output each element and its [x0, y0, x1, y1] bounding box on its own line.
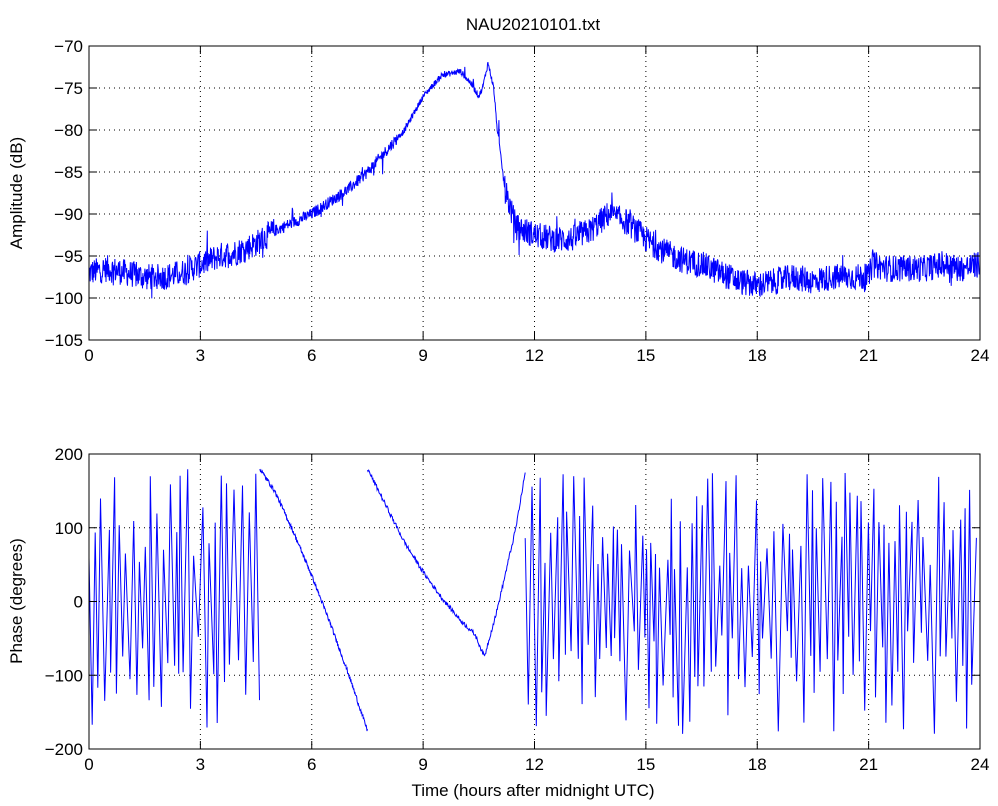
amplitude-plot-frame [88, 45, 981, 341]
amplitude-y-tick-label: −100 [45, 289, 83, 308]
amplitude-x-tick-label: 6 [307, 346, 316, 365]
amplitude-x-tick-label: 18 [748, 346, 767, 365]
amplitude-y-tick-label: −90 [54, 205, 83, 224]
amplitude-y-tick-label: −95 [54, 247, 83, 266]
phase-x-tick-label: 18 [748, 755, 767, 774]
phase-y-tick-label: 200 [55, 445, 83, 464]
phase-x-tick-label: 15 [636, 755, 655, 774]
phase-y-tick-label: −200 [45, 740, 83, 759]
amplitude-y-tick-label: −105 [45, 331, 83, 350]
phase-x-axis-label: Time (hours after midnight UTC) [411, 781, 654, 800]
phase-ticks: 0 3 6 9 12 15 18 21 24 −200 −100 0 100 200 [45, 445, 990, 774]
amplitude-y-tick-label: −85 [54, 163, 83, 182]
amplitude-x-tick-label: 9 [418, 346, 427, 365]
amplitude-series [88, 61, 981, 299]
amplitude-x-tick-label: 3 [196, 346, 205, 365]
amplitude-x-tick-label: 21 [859, 346, 878, 365]
phase-x-tick-label: 12 [525, 755, 544, 774]
phase-series [88, 468, 977, 734]
phase-noisy-segment [524, 472, 977, 734]
amplitude-x-tick-label: 0 [84, 346, 93, 365]
amplitude-y-axis-label: Amplitude (dB) [7, 137, 26, 249]
phase-x-tick-label: 9 [418, 755, 427, 774]
amplitude-x-tick-label: 12 [525, 346, 544, 365]
phase-smooth-segment [259, 468, 368, 732]
amplitude-x-tick-label: 24 [971, 346, 990, 365]
phase-noisy-segment [88, 469, 260, 728]
phase-y-axis-label: Phase (degrees) [7, 538, 26, 664]
amplitude-line [88, 61, 981, 299]
phase-x-tick-label: 3 [196, 755, 205, 774]
amplitude-chart: 0 3 6 9 12 15 18 21 24 −105 −100 −95 −90 −85 −80 −75 −70… [7, 37, 989, 365]
amplitude-y-tick-label: −80 [54, 121, 83, 140]
amplitude-x-tick-label: 15 [636, 346, 655, 365]
phase-smooth-segment [366, 469, 526, 657]
phase-x-tick-label: 21 [859, 755, 878, 774]
phase-x-tick-label: 6 [307, 755, 316, 774]
phase-x-tick-label: 0 [84, 755, 93, 774]
amplitude-y-tick-label: −75 [54, 79, 83, 98]
chart-title: NAU20210101.txt [466, 15, 600, 34]
amplitude-ticks: 0 3 6 9 12 15 18 21 24 −105 −100 −95 −90 −85 −80 −75 −70 [45, 37, 990, 365]
amplitude-grid [89, 46, 980, 340]
phase-y-tick-label: −100 [45, 666, 83, 685]
phase-y-tick-label: 100 [55, 519, 83, 538]
phase-x-tick-label: 24 [971, 755, 990, 774]
phase-chart: 0 3 6 9 12 15 18 21 24 −200 −100 0 100 200 Phase (deg… [7, 445, 989, 800]
amplitude-y-tick-label: −70 [54, 37, 83, 56]
phase-y-tick-label: 0 [74, 593, 83, 612]
